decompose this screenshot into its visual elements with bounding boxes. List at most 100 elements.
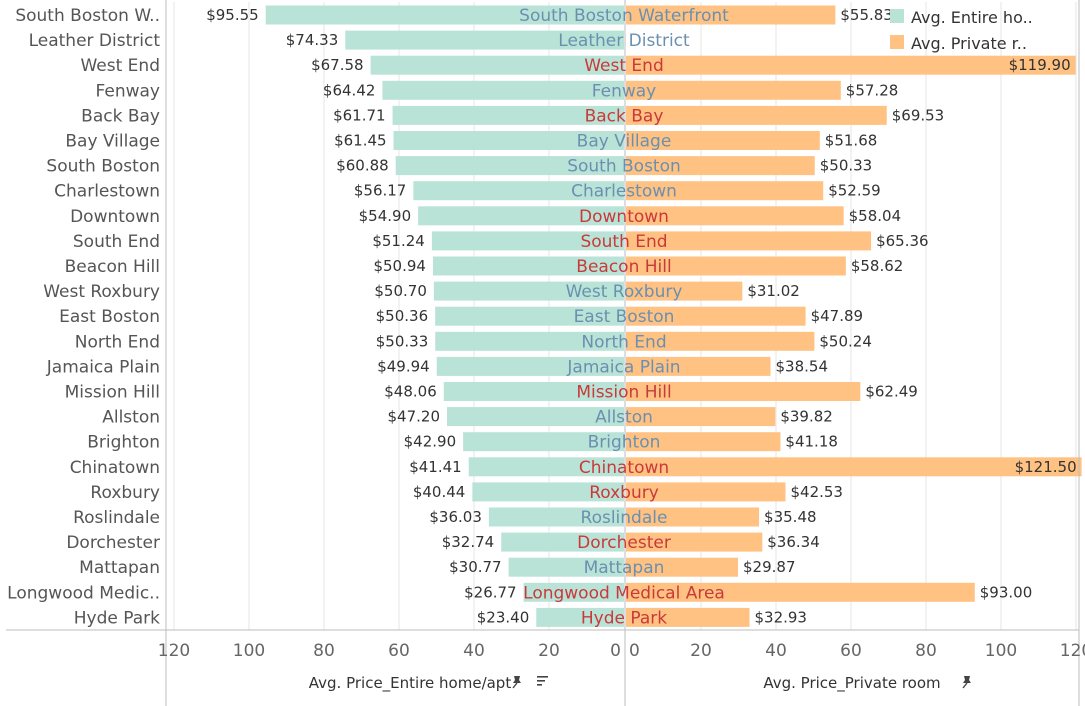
bar-private-room-east-boston[interactable] (626, 306, 806, 326)
bar-entire-home-longwood-medical-area[interactable] (523, 582, 624, 602)
overlay-label-beacon-hill: Beacon Hill (576, 257, 671, 277)
row-label-south-boston-waterfront: South Boston W.. (15, 6, 160, 26)
bar-entire-home-dorchester[interactable] (501, 532, 624, 552)
value-label-private-room-roxbury: $42.53 (790, 483, 843, 501)
bar-entire-home-downtown[interactable] (418, 206, 624, 226)
bar-entire-home-roxbury[interactable] (472, 482, 624, 502)
overlay-label-mission-hill: Mission Hill (576, 383, 671, 403)
bar-private-room-roxbury[interactable] (626, 482, 786, 502)
value-label-private-room-mattapan: $29.87 (743, 558, 796, 576)
bar-entire-home-brighton[interactable] (463, 432, 624, 452)
overlay-label-south-boston: South Boston (567, 157, 681, 177)
bar-entire-home-charlestown[interactable] (413, 181, 624, 201)
bar-private-room-west-roxbury[interactable] (626, 281, 743, 301)
bar-private-room-fenway[interactable] (626, 80, 841, 100)
bar-entire-home-roslindale[interactable] (488, 507, 624, 527)
bar-private-room-roslindale[interactable] (626, 507, 760, 527)
row-label-mattapan: Mattapan (79, 558, 160, 578)
value-label-private-room-back-bay: $69.53 (892, 106, 945, 124)
bar-private-room-hyde-park[interactable] (626, 607, 750, 627)
bar-entire-home-hyde-park[interactable] (536, 607, 624, 627)
value-label-entire-home-west-end: $67.58 (311, 56, 364, 74)
tick-label-right-20: 20 (690, 641, 712, 661)
bar-private-room-south-end[interactable] (626, 231, 872, 251)
tick-label-left-20: 20 (538, 641, 560, 661)
value-label-private-room-north-end: $50.24 (819, 332, 872, 350)
category-labels: South Boston W.. Leather District West End… (7, 6, 160, 628)
bar-private-room-north-end[interactable] (626, 331, 815, 351)
bar-entire-home-west-roxbury[interactable] (433, 281, 624, 301)
bar-private-room-mission-hill[interactable] (626, 382, 861, 401)
bar-private-room-longwood-medical-area[interactable] (626, 582, 975, 602)
bar-private-room-beacon-hill[interactable] (626, 256, 846, 276)
row-label-south-end: South End (73, 232, 160, 252)
bar-entire-home-fenway[interactable] (382, 80, 624, 100)
value-label-private-room-hyde-park: $32.93 (754, 608, 807, 626)
value-labels: $95.55 $55.83 $74.33 $67.58 $119.90 $64.42 $57… (206, 6, 1076, 626)
tick-label-left-0: 0 (610, 641, 621, 661)
bar-entire-home-allston[interactable] (447, 407, 624, 427)
value-label-entire-home-beacon-hill: $50.94 (373, 257, 426, 275)
pin-icon[interactable] (512, 676, 521, 689)
bar-entire-home-jamaica-plain[interactable] (436, 356, 624, 376)
value-label-entire-home-leather-district: $74.33 (286, 31, 339, 49)
bar-entire-home-back-bay[interactable] (392, 105, 624, 125)
bar-private-room-dorchester[interactable] (626, 532, 763, 552)
bar-entire-home-south-boston[interactable] (395, 156, 624, 176)
bar-private-room-charlestown[interactable] (626, 181, 824, 201)
sort-icon[interactable] (537, 676, 548, 686)
overlay-label-roxbury: Roxbury (589, 483, 659, 503)
bar-entire-home-north-end[interactable] (435, 331, 624, 351)
bar-entire-home-mission-hill[interactable] (443, 382, 624, 401)
value-label-private-room-bay-village: $51.68 (825, 132, 878, 150)
overlay-label-north-end: North End (581, 332, 666, 352)
overlay-label-dorchester: Dorchester (577, 533, 671, 553)
bar-entire-home-bay-village[interactable] (393, 131, 624, 150)
value-label-entire-home-mission-hill: $48.06 (384, 383, 437, 401)
value-label-private-room-east-boston: $47.89 (811, 307, 864, 325)
bar-private-room-south-boston-waterfront[interactable] (626, 5, 836, 25)
bar-private-room-back-bay[interactable] (626, 105, 887, 125)
value-label-entire-home-north-end: $50.33 (376, 332, 429, 350)
bar-private-room-chinatown[interactable] (626, 457, 1082, 477)
legend-label-entire-home: Avg. Entire ho.. (911, 8, 1033, 27)
row-label-roslindale: Roslindale (73, 508, 160, 528)
bar-private-room-allston[interactable] (626, 407, 776, 427)
value-label-entire-home-allston: $47.20 (388, 408, 441, 426)
value-label-entire-home-west-roxbury: $50.70 (374, 282, 427, 300)
row-label-south-boston: South Boston (46, 157, 160, 177)
bar-private-room-jamaica-plain[interactable] (626, 356, 771, 376)
bar-private-room-downtown[interactable] (626, 206, 844, 226)
overlay-label-charlestown: Charlestown (571, 182, 677, 202)
chart-frame (6, 0, 1080, 706)
overlay-labels: South Boston Waterfront Leather District W… (519, 6, 729, 628)
value-label-private-room-dorchester: $36.34 (767, 533, 820, 551)
bar-private-room-bay-village[interactable] (626, 131, 820, 150)
value-label-entire-home-longwood-medical-area: $26.77 (464, 583, 517, 601)
bar-entire-home-south-end[interactable] (431, 231, 624, 251)
bar-entire-home-beacon-hill[interactable] (432, 256, 624, 276)
value-label-entire-home-chinatown: $41.41 (409, 458, 462, 476)
row-label-dorchester: Dorchester (66, 533, 160, 553)
value-label-private-room-beacon-hill: $58.62 (851, 257, 904, 275)
bar-entire-home-chinatown[interactable] (468, 457, 624, 477)
pin-icon[interactable] (962, 676, 971, 689)
bar-private-room-south-boston[interactable] (626, 156, 815, 176)
value-label-private-room-chinatown: $121.50 (1015, 458, 1077, 476)
value-label-entire-home-brighton: $42.90 (404, 433, 457, 451)
bar-entire-home-leather-district[interactable] (345, 30, 624, 50)
row-label-north-end: North End (75, 332, 160, 352)
bar-private-room-west-end[interactable] (626, 55, 1076, 75)
overlay-label-back-bay: Back Bay (585, 106, 664, 126)
bar-entire-home-south-boston-waterfront[interactable] (265, 5, 624, 25)
bar-entire-home-east-boston[interactable] (435, 306, 624, 326)
value-label-private-room-jamaica-plain: $38.54 (776, 357, 829, 375)
bar-entire-home-west-end[interactable] (370, 55, 624, 75)
bar-entire-home-mattapan[interactable] (508, 557, 624, 577)
bar-private-room-mattapan[interactable] (626, 557, 739, 577)
bar-private-room-brighton[interactable] (626, 432, 781, 452)
row-label-bay-village: Bay Village (65, 132, 160, 152)
value-label-private-room-downtown: $58.04 (849, 207, 902, 225)
overlay-label-jamaica-plain: Jamaica Plain (566, 357, 680, 377)
overlay-label-east-boston: East Boston (574, 307, 675, 327)
